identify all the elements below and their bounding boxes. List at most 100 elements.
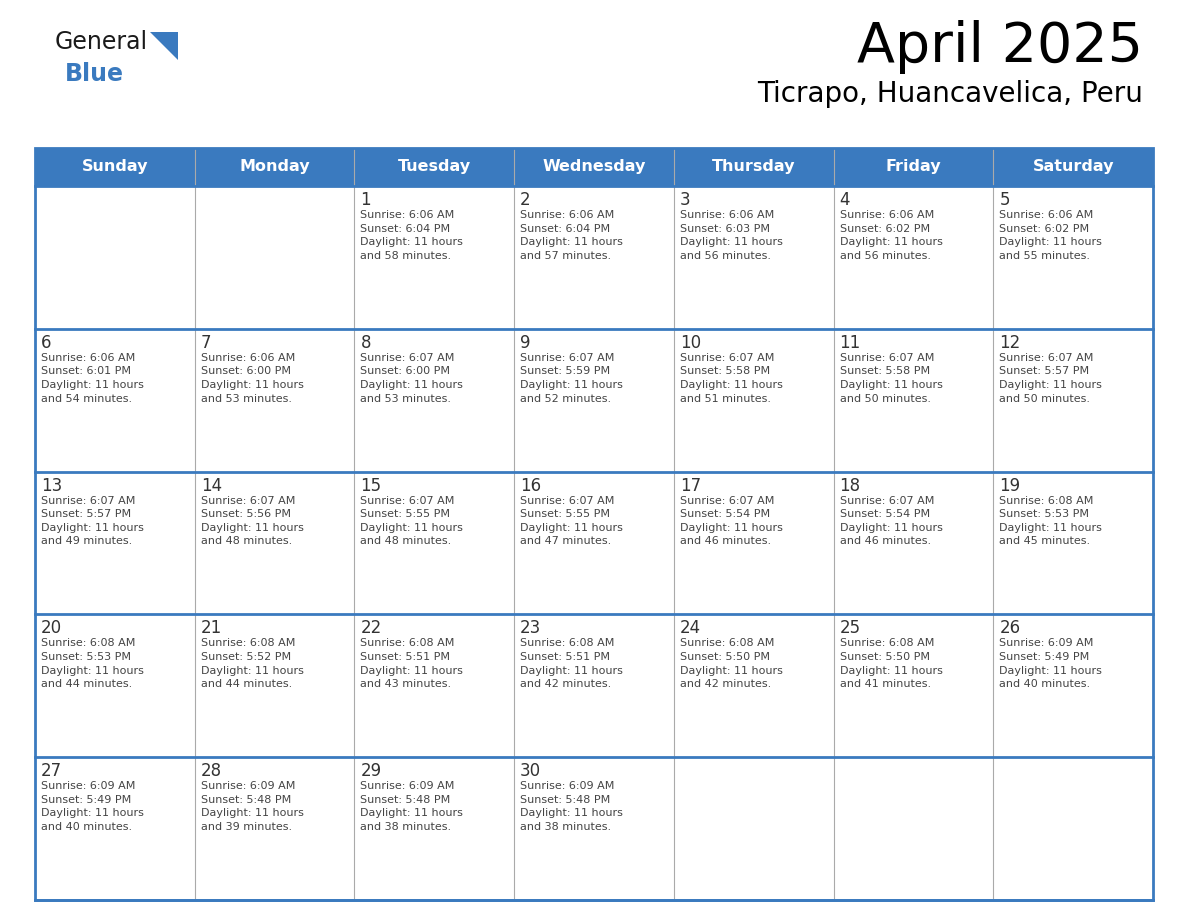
Bar xyxy=(993,614,1154,757)
Text: Sunday: Sunday xyxy=(82,160,148,174)
Bar xyxy=(34,757,195,900)
Bar xyxy=(354,329,514,472)
Text: 19: 19 xyxy=(999,476,1020,495)
Text: Sunrise: 6:08 AM
Sunset: 5:51 PM
Daylight: 11 hours
and 42 minutes.: Sunrise: 6:08 AM Sunset: 5:51 PM Dayligh… xyxy=(520,638,623,689)
Text: 12: 12 xyxy=(999,334,1020,352)
Text: Sunrise: 6:07 AM
Sunset: 5:56 PM
Daylight: 11 hours
and 48 minutes.: Sunrise: 6:07 AM Sunset: 5:56 PM Dayligh… xyxy=(201,496,304,546)
Text: 10: 10 xyxy=(680,334,701,352)
Text: 11: 11 xyxy=(840,334,861,352)
Text: Sunrise: 6:06 AM
Sunset: 6:00 PM
Daylight: 11 hours
and 53 minutes.: Sunrise: 6:06 AM Sunset: 6:00 PM Dayligh… xyxy=(201,353,304,404)
Text: 1: 1 xyxy=(360,191,371,209)
Bar xyxy=(195,614,354,757)
Text: 6: 6 xyxy=(42,334,51,352)
Text: 14: 14 xyxy=(201,476,222,495)
Text: Sunrise: 6:07 AM
Sunset: 5:55 PM
Daylight: 11 hours
and 47 minutes.: Sunrise: 6:07 AM Sunset: 5:55 PM Dayligh… xyxy=(520,496,623,546)
Text: 9: 9 xyxy=(520,334,531,352)
Text: Blue: Blue xyxy=(65,62,124,86)
Text: 30: 30 xyxy=(520,762,542,780)
Bar xyxy=(195,472,354,614)
Bar xyxy=(354,614,514,757)
Text: 3: 3 xyxy=(680,191,690,209)
Text: 5: 5 xyxy=(999,191,1010,209)
Bar xyxy=(674,186,834,329)
Text: Wednesday: Wednesday xyxy=(542,160,646,174)
Text: Sunrise: 6:06 AM
Sunset: 6:03 PM
Daylight: 11 hours
and 56 minutes.: Sunrise: 6:06 AM Sunset: 6:03 PM Dayligh… xyxy=(680,210,783,261)
Bar xyxy=(514,472,674,614)
Text: 15: 15 xyxy=(360,476,381,495)
Text: Sunrise: 6:07 AM
Sunset: 5:57 PM
Daylight: 11 hours
and 50 minutes.: Sunrise: 6:07 AM Sunset: 5:57 PM Dayligh… xyxy=(999,353,1102,404)
Bar xyxy=(34,148,195,186)
Text: Sunrise: 6:08 AM
Sunset: 5:53 PM
Daylight: 11 hours
and 44 minutes.: Sunrise: 6:08 AM Sunset: 5:53 PM Dayligh… xyxy=(42,638,144,689)
Bar xyxy=(674,472,834,614)
Text: Sunrise: 6:08 AM
Sunset: 5:51 PM
Daylight: 11 hours
and 43 minutes.: Sunrise: 6:08 AM Sunset: 5:51 PM Dayligh… xyxy=(360,638,463,689)
Bar xyxy=(195,329,354,472)
Text: 8: 8 xyxy=(360,334,371,352)
Polygon shape xyxy=(150,32,178,60)
Bar xyxy=(195,148,354,186)
Bar xyxy=(834,329,993,472)
Text: April 2025: April 2025 xyxy=(857,20,1143,74)
Text: 26: 26 xyxy=(999,620,1020,637)
Bar xyxy=(195,757,354,900)
Bar xyxy=(195,186,354,329)
Text: Sunrise: 6:07 AM
Sunset: 5:59 PM
Daylight: 11 hours
and 52 minutes.: Sunrise: 6:07 AM Sunset: 5:59 PM Dayligh… xyxy=(520,353,623,404)
Text: Sunrise: 6:06 AM
Sunset: 6:02 PM
Daylight: 11 hours
and 56 minutes.: Sunrise: 6:06 AM Sunset: 6:02 PM Dayligh… xyxy=(840,210,942,261)
Bar xyxy=(34,472,195,614)
Text: Sunrise: 6:09 AM
Sunset: 5:48 PM
Daylight: 11 hours
and 39 minutes.: Sunrise: 6:09 AM Sunset: 5:48 PM Dayligh… xyxy=(201,781,304,832)
Text: 7: 7 xyxy=(201,334,211,352)
Bar xyxy=(514,757,674,900)
Text: Sunrise: 6:08 AM
Sunset: 5:53 PM
Daylight: 11 hours
and 45 minutes.: Sunrise: 6:08 AM Sunset: 5:53 PM Dayligh… xyxy=(999,496,1102,546)
Text: Sunrise: 6:07 AM
Sunset: 6:00 PM
Daylight: 11 hours
and 53 minutes.: Sunrise: 6:07 AM Sunset: 6:00 PM Dayligh… xyxy=(360,353,463,404)
Text: Sunrise: 6:06 AM
Sunset: 6:01 PM
Daylight: 11 hours
and 54 minutes.: Sunrise: 6:06 AM Sunset: 6:01 PM Dayligh… xyxy=(42,353,144,404)
Bar xyxy=(834,472,993,614)
Text: 20: 20 xyxy=(42,620,62,637)
Text: 17: 17 xyxy=(680,476,701,495)
Text: Sunrise: 6:07 AM
Sunset: 5:55 PM
Daylight: 11 hours
and 48 minutes.: Sunrise: 6:07 AM Sunset: 5:55 PM Dayligh… xyxy=(360,496,463,546)
Bar xyxy=(354,148,514,186)
Text: Sunrise: 6:07 AM
Sunset: 5:58 PM
Daylight: 11 hours
and 50 minutes.: Sunrise: 6:07 AM Sunset: 5:58 PM Dayligh… xyxy=(840,353,942,404)
Text: 24: 24 xyxy=(680,620,701,637)
Bar xyxy=(993,329,1154,472)
Text: 16: 16 xyxy=(520,476,542,495)
Text: 2: 2 xyxy=(520,191,531,209)
Text: Sunrise: 6:06 AM
Sunset: 6:04 PM
Daylight: 11 hours
and 57 minutes.: Sunrise: 6:06 AM Sunset: 6:04 PM Dayligh… xyxy=(520,210,623,261)
Text: Tuesday: Tuesday xyxy=(398,160,470,174)
Text: Sunrise: 6:07 AM
Sunset: 5:54 PM
Daylight: 11 hours
and 46 minutes.: Sunrise: 6:07 AM Sunset: 5:54 PM Dayligh… xyxy=(840,496,942,546)
Bar xyxy=(674,329,834,472)
Text: Monday: Monday xyxy=(239,160,310,174)
Bar xyxy=(993,148,1154,186)
Bar xyxy=(34,148,1154,900)
Bar xyxy=(674,614,834,757)
Bar xyxy=(834,757,993,900)
Text: Sunrise: 6:09 AM
Sunset: 5:49 PM
Daylight: 11 hours
and 40 minutes.: Sunrise: 6:09 AM Sunset: 5:49 PM Dayligh… xyxy=(42,781,144,832)
Bar xyxy=(34,614,195,757)
Bar xyxy=(354,472,514,614)
Text: 13: 13 xyxy=(42,476,62,495)
Bar xyxy=(674,148,834,186)
Bar xyxy=(834,186,993,329)
Text: 25: 25 xyxy=(840,620,860,637)
Text: 21: 21 xyxy=(201,620,222,637)
Bar xyxy=(993,472,1154,614)
Bar xyxy=(674,757,834,900)
Text: Sunrise: 6:09 AM
Sunset: 5:49 PM
Daylight: 11 hours
and 40 minutes.: Sunrise: 6:09 AM Sunset: 5:49 PM Dayligh… xyxy=(999,638,1102,689)
Text: Sunrise: 6:07 AM
Sunset: 5:58 PM
Daylight: 11 hours
and 51 minutes.: Sunrise: 6:07 AM Sunset: 5:58 PM Dayligh… xyxy=(680,353,783,404)
Text: 18: 18 xyxy=(840,476,860,495)
Text: Thursday: Thursday xyxy=(712,160,796,174)
Bar xyxy=(834,614,993,757)
Text: Sunrise: 6:06 AM
Sunset: 6:02 PM
Daylight: 11 hours
and 55 minutes.: Sunrise: 6:06 AM Sunset: 6:02 PM Dayligh… xyxy=(999,210,1102,261)
Bar xyxy=(354,757,514,900)
Text: 29: 29 xyxy=(360,762,381,780)
Text: General: General xyxy=(55,30,148,54)
Bar xyxy=(514,186,674,329)
Text: Sunrise: 6:09 AM
Sunset: 5:48 PM
Daylight: 11 hours
and 38 minutes.: Sunrise: 6:09 AM Sunset: 5:48 PM Dayligh… xyxy=(520,781,623,832)
Text: 23: 23 xyxy=(520,620,542,637)
Text: 28: 28 xyxy=(201,762,222,780)
Text: 22: 22 xyxy=(360,620,381,637)
Text: Sunrise: 6:06 AM
Sunset: 6:04 PM
Daylight: 11 hours
and 58 minutes.: Sunrise: 6:06 AM Sunset: 6:04 PM Dayligh… xyxy=(360,210,463,261)
Text: Sunrise: 6:08 AM
Sunset: 5:52 PM
Daylight: 11 hours
and 44 minutes.: Sunrise: 6:08 AM Sunset: 5:52 PM Dayligh… xyxy=(201,638,304,689)
Bar xyxy=(514,148,674,186)
Bar xyxy=(34,329,195,472)
Bar xyxy=(993,757,1154,900)
Text: Sunrise: 6:08 AM
Sunset: 5:50 PM
Daylight: 11 hours
and 41 minutes.: Sunrise: 6:08 AM Sunset: 5:50 PM Dayligh… xyxy=(840,638,942,689)
